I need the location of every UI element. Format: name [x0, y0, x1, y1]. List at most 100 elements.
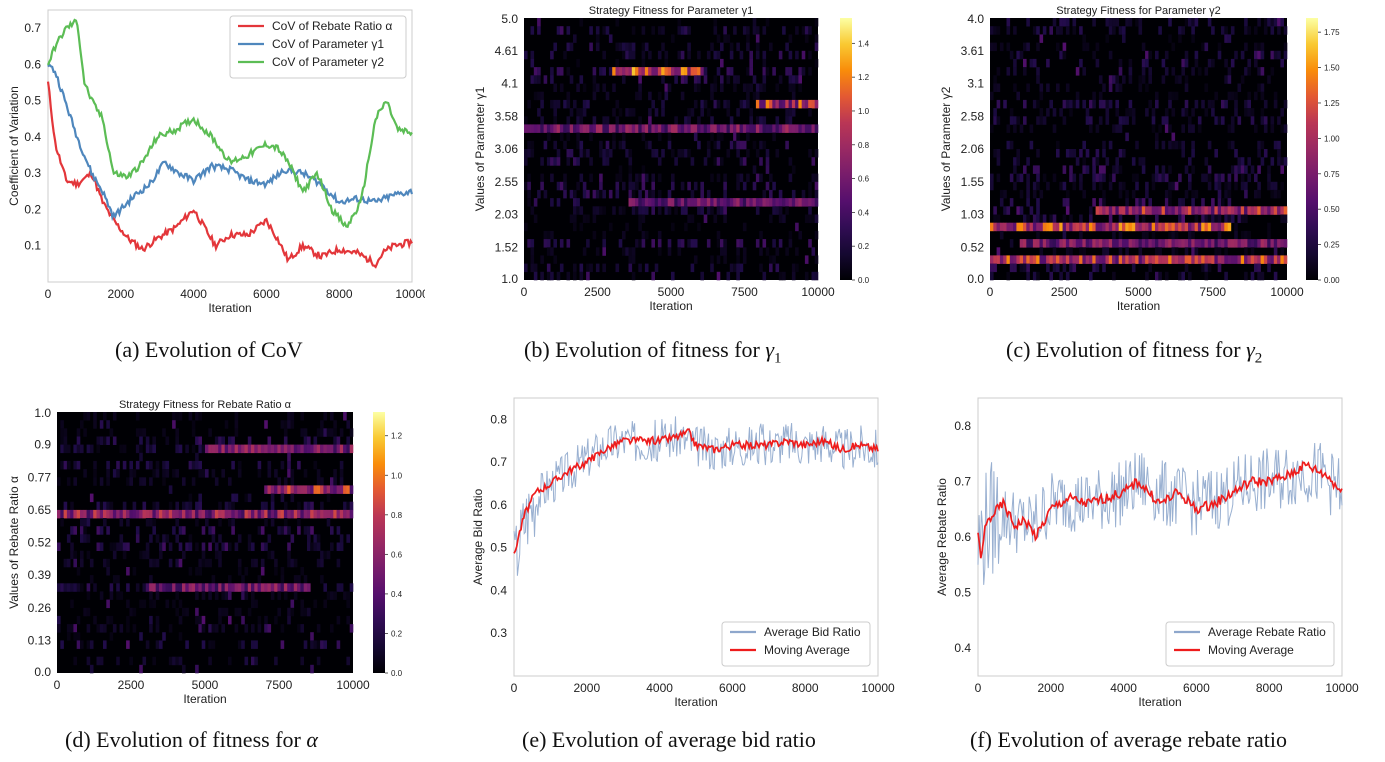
heatmap-cell	[343, 591, 347, 600]
heatmap-cell	[254, 656, 258, 666]
heatmap-cell	[195, 460, 199, 470]
heatmap-cell	[1270, 181, 1275, 191]
heatmap-cell	[247, 436, 252, 445]
heatmap-cell	[83, 607, 87, 617]
heatmap-cell	[277, 509, 281, 519]
x-tick-label: 6000	[1183, 681, 1210, 695]
heatmap-cell	[706, 50, 711, 60]
heatmap-cell	[297, 460, 301, 470]
heatmap-cell	[139, 599, 143, 609]
heatmap-cell	[602, 247, 606, 256]
heatmap-cell	[1181, 58, 1185, 68]
heatmap-cell	[76, 583, 81, 592]
heatmap-cell	[1138, 247, 1143, 256]
heatmap-cell	[303, 436, 308, 445]
heatmap-cell	[1188, 222, 1192, 232]
heatmap-cell	[706, 198, 711, 207]
heatmap-cell	[1098, 116, 1103, 125]
heatmap-cell	[290, 534, 295, 543]
heatmap-cell	[566, 91, 571, 101]
heatmap-cell	[990, 26, 994, 35]
heatmap-cell	[343, 501, 347, 511]
heatmap-cell	[1089, 116, 1093, 125]
heatmap-cell	[1168, 230, 1172, 240]
colorbar-tick-label: 0.50	[1324, 205, 1340, 214]
heatmap-cell	[993, 206, 997, 215]
heatmap-cell	[1039, 116, 1044, 125]
heatmap-cell	[228, 615, 232, 625]
heatmap-cell	[241, 444, 245, 454]
heatmap-cell	[1065, 271, 1070, 281]
heatmap-cell	[1039, 91, 1044, 101]
heatmap-cell	[1230, 58, 1235, 68]
heatmap-cell	[211, 583, 216, 592]
heatmap-cell	[198, 436, 202, 445]
heatmap-cell	[1184, 239, 1189, 248]
heatmap-cell	[1016, 91, 1020, 101]
x-axis-label: Iteration	[649, 299, 692, 313]
heatmap-cell	[1082, 165, 1086, 174]
heatmap-cell	[674, 198, 678, 207]
heatmap-cell	[1178, 34, 1182, 43]
heatmap-cell	[1263, 18, 1268, 27]
heatmap-cell	[224, 444, 229, 454]
heatmap-cell	[214, 542, 219, 551]
heatmap-cell	[109, 428, 114, 437]
heatmap-cell	[996, 247, 1001, 256]
heatmap-cell	[1227, 255, 1232, 264]
heatmap-cell	[674, 206, 678, 215]
heatmap-cell	[1115, 18, 1119, 27]
heatmap-cell	[1217, 214, 1222, 223]
heatmap-cell	[218, 501, 222, 511]
x-tick-label: 0	[511, 681, 518, 695]
heatmap-cell	[290, 485, 295, 494]
heatmap-cell	[775, 116, 780, 125]
heatmap-cell	[1227, 75, 1232, 84]
heatmap-cell	[720, 75, 724, 84]
heatmap-cell	[1214, 222, 1218, 232]
heatmap-cell	[224, 583, 229, 592]
heatmap-cell	[1155, 255, 1159, 264]
heatmap-cell	[579, 149, 584, 158]
heatmap-cell	[733, 124, 737, 133]
heatmap-cell	[333, 469, 337, 478]
heatmap-cell	[1089, 206, 1093, 215]
heatmap-cell	[1016, 255, 1020, 264]
heatmap-cell	[1181, 26, 1185, 35]
heatmap-cell	[1009, 108, 1014, 117]
heatmap-cell	[139, 550, 143, 560]
heatmap-cell	[1158, 26, 1162, 35]
heatmap-cell	[178, 632, 183, 641]
colorbar-tick-label: 1.4	[858, 39, 870, 48]
y-tick-label: 0.2	[24, 202, 41, 216]
heatmap-cell	[1069, 255, 1073, 264]
heatmap-cell	[214, 477, 219, 486]
heatmap-cell	[99, 591, 104, 600]
rebate-ratio-line-chart: 0 2000 4000 6000 8000 100000.40.50.60.70.8Ite…	[935, 397, 1359, 709]
heatmap-cell	[651, 181, 655, 191]
heatmap-cell	[1168, 18, 1172, 27]
heatmap-cell	[1049, 239, 1053, 248]
heatmap-cell	[693, 198, 698, 207]
heatmap-cell	[162, 460, 166, 470]
heatmap-cell	[316, 509, 321, 519]
heatmap-cell	[1244, 214, 1248, 223]
heatmap-cell	[1191, 189, 1195, 199]
colorbar-tick-label: 1.50	[1324, 64, 1340, 73]
heatmap-cell	[66, 534, 71, 543]
heatmap-cell	[297, 526, 301, 535]
y-tick-label: 0.8	[490, 412, 507, 426]
heatmap-cell	[1194, 50, 1199, 60]
heatmap-cell	[1118, 239, 1123, 248]
heatmap-cell	[589, 132, 593, 142]
heatmap-cell	[765, 247, 770, 256]
heatmap-cell	[1052, 263, 1057, 273]
y-tick-label: 0.4	[954, 641, 971, 655]
heatmap-cell	[677, 247, 682, 256]
heatmap-cell	[1257, 239, 1261, 248]
heatmap-cell	[1118, 189, 1123, 199]
heatmap-cell	[651, 99, 655, 109]
heatmap-cell	[1240, 214, 1245, 223]
heatmap-cell	[573, 263, 577, 273]
heatmap-cell	[320, 558, 324, 568]
